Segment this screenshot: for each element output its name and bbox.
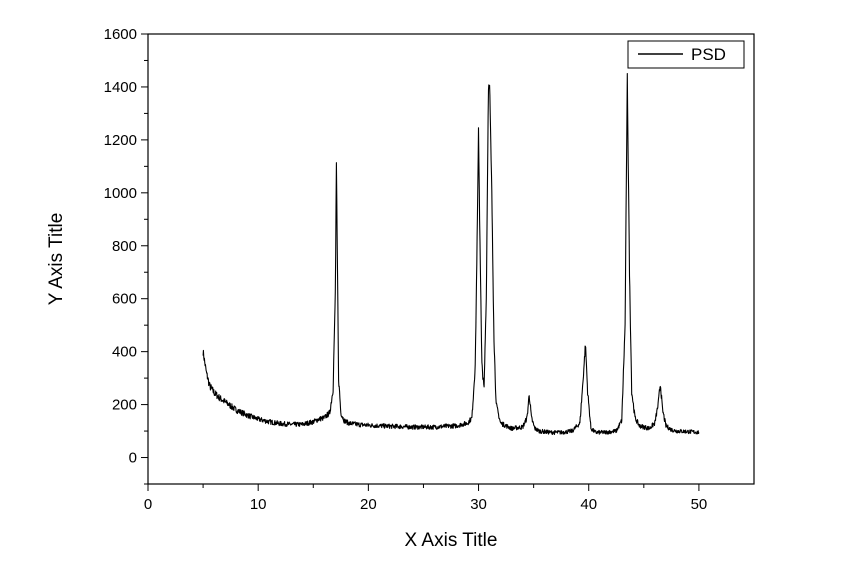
y-tick-label: 0 — [129, 450, 137, 467]
y-tick-label: 1200 — [104, 132, 137, 149]
y-tick-label: 200 — [112, 397, 137, 414]
y-tick-label: 400 — [112, 344, 137, 361]
legend-label: PSD — [691, 45, 726, 64]
series-psd-line — [202, 72, 700, 435]
ticks — [141, 33, 700, 491]
x-tick-label: 20 — [360, 496, 377, 513]
tick-labels: 0 10 20 30 40 50 0 200 400 600 800 1000 1200 1400 1600 — [104, 26, 708, 513]
y-tick-label: 1600 — [104, 26, 137, 43]
y-tick-label: 1000 — [104, 185, 137, 202]
x-tick-label: 10 — [250, 496, 267, 513]
x-tick-label: 40 — [580, 496, 597, 513]
x-axis-title: X Axis Title — [405, 530, 498, 551]
y-tick-label: 1400 — [104, 79, 137, 96]
x-tick-label: 0 — [144, 496, 152, 513]
x-tick-label: 30 — [470, 496, 487, 513]
y-tick-label: 800 — [112, 238, 137, 255]
plot-area: 0 10 20 30 40 50 0 200 400 600 800 1000 1200 1400 1600 — [104, 26, 755, 513]
plot-frame — [147, 33, 755, 485]
y-tick-label: 600 — [112, 291, 137, 308]
y-axis-title: Y Axis Title — [46, 213, 67, 306]
series-layer — [202, 72, 700, 435]
x-tick-label: 50 — [691, 496, 708, 513]
legend: PSD — [627, 40, 745, 69]
